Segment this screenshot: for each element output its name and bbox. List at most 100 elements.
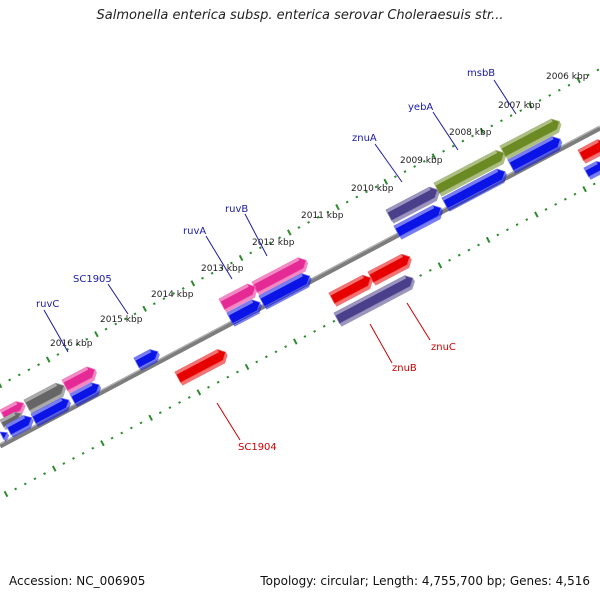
kbp-label-2006: 2006 kbp [546,72,589,82]
outer-ring-tick [586,73,590,77]
outer-ring-tick [393,175,397,179]
outer-ring-tick [538,99,542,102]
outer-ring-tick [123,317,127,321]
SC1905-leader [107,283,129,315]
cds-blue-5[interactable] [226,299,261,325]
outer-ring-tick [229,261,233,265]
ruvC-cds-highlight [62,366,89,383]
inner-ring-tick [485,236,491,244]
genome-summary: Topology: circular; Length: 4,755,700 bp… [260,574,590,588]
inner-ring-tick [437,262,443,269]
znuB-cds-highlight [329,275,364,296]
cds-pink-edge[interactable] [0,401,25,420]
inner-ring-tick [91,446,95,450]
znuA-cds-shadow [391,189,440,224]
outer-ring-tick [471,134,474,138]
znuC-leader [406,302,431,341]
inner-ring-tick [196,389,202,396]
outer-ring-tick [27,368,31,372]
kbp-label-2010: 2010 kbp [351,184,394,194]
ruvA-cds-highlight [219,284,249,302]
gene-labels: msbB yebA znuA ruvB ruvA SC1905 ruvC znu… [36,68,517,453]
kbp-labels: 2006 kbp 2007 kbp 2008 kbp 2009 kbp 2010… [50,72,589,349]
msbB-leader [493,79,517,115]
gene-label-ruvB[interactable]: ruvB [225,204,248,215]
outer-tick-ring [0,68,600,389]
znuB-cds-shadow [334,277,373,307]
cds-gray-1[interactable] [23,382,65,412]
msbB-cds-shadow [505,121,562,160]
cds-blue-6-shadow [75,384,102,407]
outer-ring-tick [210,271,214,275]
gene-label-ruvC[interactable]: ruvC [36,299,59,310]
cds-purple-2-highlight [334,275,407,316]
gene-label-ruvA[interactable]: ruvA [183,226,206,237]
kbp-label-2016: 2016 kbp [50,339,93,349]
inner-ring-tick [51,465,57,472]
cds-blue-9[interactable] [0,431,8,440]
cds-blue-8-shadow [11,417,34,438]
inner-ring-tick [544,208,548,211]
inner-ring-tick [534,211,539,218]
outer-ring-tick [519,109,523,112]
outer-ring-tick [85,337,89,341]
gene-label-SC1905[interactable]: SC1905 [73,274,112,285]
outer-ring-tick [479,127,485,135]
outer-ring-tick [509,114,513,118]
inner-ring-tick [129,426,133,430]
gene-label-znuB[interactable]: znuB [392,363,417,374]
inner-ring-tick [33,477,37,481]
gene-label-msbB[interactable]: msbB [467,68,495,79]
outer-ring-tick [442,149,446,153]
yebA-leader [432,111,459,151]
features [0,118,600,443]
outer-ring-tick [500,119,503,123]
kbp-label-2014: 2014 kbp [151,290,194,300]
cds-blue-7-highlight [31,398,63,417]
outer-ring-tick [75,342,79,346]
cds-purple-2-shadow [339,278,415,327]
outer-ring-tick [413,165,417,168]
gene-label-SC1904[interactable]: SC1904 [238,442,277,453]
inner-ring-tick [554,202,558,206]
outer-ring-tick [490,124,494,128]
outer-ring-tick [201,276,204,280]
outer-ring-tick [56,353,60,356]
kbp-label-2011: 2011 kbp [301,211,344,221]
inner-ring-tick [139,421,143,425]
cds-blue-2-shadow [447,171,507,212]
kbp-label-2007: 2007 kbp [498,101,541,111]
inner-ring-tick [168,406,172,410]
inner-ring-tick [467,248,471,252]
cds-blue-4-highlight [259,273,303,299]
kbp-label-2013: 2013 kbp [201,264,244,274]
inner-ring-tick [81,451,85,455]
inner-ring-tick [207,385,210,389]
inner-ring-tick [178,401,182,404]
ruvA-cds-shadow [224,286,258,313]
gene-label-yebA[interactable]: yebA [408,102,433,113]
inner-ring-tick [158,411,162,415]
kbp-label-2009: 2009 kbp [400,156,443,166]
gene-label-znuA[interactable]: znuA [352,133,377,144]
znuC-cds-highlight [368,254,403,275]
gene-label-znuC[interactable]: znuC [431,342,456,353]
cds-blue-7[interactable] [30,397,70,425]
cds-red-edge[interactable] [577,139,600,162]
outer-ring-tick [104,327,108,331]
outer-ring-tick [133,312,137,316]
outer-ring-tick [461,139,465,143]
ruvC-cds[interactable] [61,366,96,392]
outer-ring-tick [181,287,185,290]
outer-ring-tick [45,356,51,363]
inner-ring-tick [3,490,9,498]
ruvC-leader [43,309,69,353]
kbp-label-2015: 2015 kbp [100,315,143,325]
SC1905-cds[interactable] [133,349,159,369]
cds-blue-8[interactable] [5,415,33,436]
cds-gray-1-highlight [24,383,58,403]
cds-gray-1-shadow [29,385,67,414]
accession-label: Accession: NC_006905 [9,574,146,588]
outer-ring-tick [528,102,533,109]
